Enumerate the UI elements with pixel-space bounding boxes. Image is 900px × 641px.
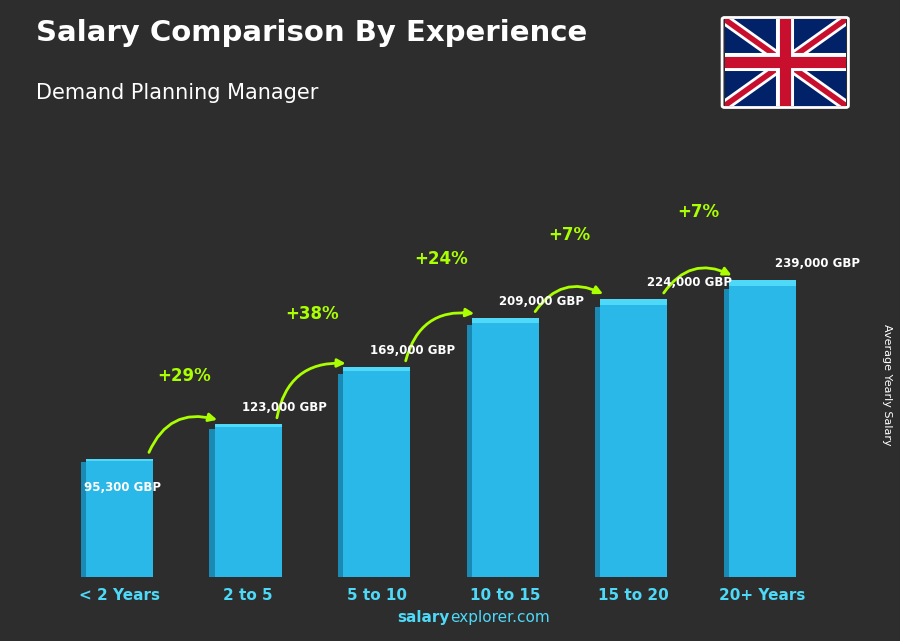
FancyBboxPatch shape bbox=[472, 317, 539, 577]
FancyBboxPatch shape bbox=[595, 307, 600, 577]
FancyBboxPatch shape bbox=[215, 424, 282, 428]
FancyBboxPatch shape bbox=[81, 462, 86, 577]
FancyBboxPatch shape bbox=[729, 280, 796, 287]
FancyBboxPatch shape bbox=[86, 459, 153, 577]
Text: Average Yearly Salary: Average Yearly Salary bbox=[881, 324, 892, 445]
Text: Salary Comparison By Experience: Salary Comparison By Experience bbox=[36, 19, 587, 47]
FancyBboxPatch shape bbox=[729, 280, 796, 577]
FancyBboxPatch shape bbox=[215, 424, 282, 577]
Text: 123,000 GBP: 123,000 GBP bbox=[242, 401, 327, 414]
Text: salary: salary bbox=[398, 610, 450, 625]
Text: 224,000 GBP: 224,000 GBP bbox=[647, 276, 732, 289]
FancyBboxPatch shape bbox=[600, 299, 667, 304]
FancyBboxPatch shape bbox=[724, 289, 729, 577]
FancyBboxPatch shape bbox=[343, 367, 410, 577]
FancyBboxPatch shape bbox=[472, 317, 539, 323]
FancyBboxPatch shape bbox=[466, 326, 472, 577]
Text: +7%: +7% bbox=[677, 203, 719, 221]
Text: 169,000 GBP: 169,000 GBP bbox=[370, 344, 455, 357]
Text: explorer.com: explorer.com bbox=[450, 610, 550, 625]
Text: Demand Planning Manager: Demand Planning Manager bbox=[36, 83, 319, 103]
Text: +29%: +29% bbox=[157, 367, 211, 385]
FancyBboxPatch shape bbox=[86, 459, 153, 461]
FancyBboxPatch shape bbox=[338, 374, 343, 577]
Text: 209,000 GBP: 209,000 GBP bbox=[499, 295, 584, 308]
FancyBboxPatch shape bbox=[210, 429, 215, 577]
Text: +24%: +24% bbox=[414, 250, 468, 268]
Text: 95,300 GBP: 95,300 GBP bbox=[84, 481, 160, 494]
FancyBboxPatch shape bbox=[343, 367, 410, 371]
Text: +38%: +38% bbox=[285, 304, 339, 322]
Text: 239,000 GBP: 239,000 GBP bbox=[775, 258, 860, 271]
Text: +7%: +7% bbox=[548, 226, 590, 244]
FancyBboxPatch shape bbox=[600, 299, 667, 577]
